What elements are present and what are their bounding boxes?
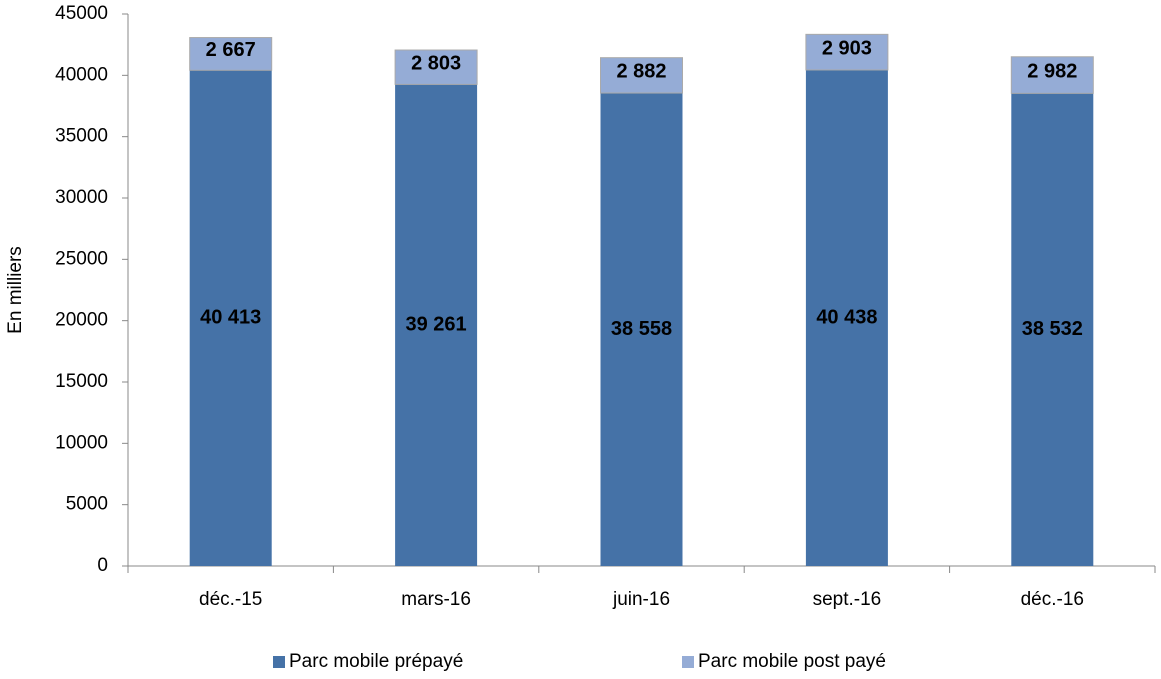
bar-segment — [805, 69, 888, 566]
x-tick-label: mars-16 — [401, 589, 471, 610]
y-tick-label: 0 — [97, 555, 108, 576]
bar-segment — [189, 70, 272, 566]
data-label: 2 803 — [411, 52, 461, 74]
y-tick-label: 45000 — [55, 3, 108, 24]
data-label: 38 532 — [1022, 318, 1083, 340]
y-tick-label: 5000 — [66, 494, 108, 515]
data-label: 2 667 — [206, 39, 256, 61]
legend-label: Parc mobile post payé — [698, 651, 886, 672]
data-label: 39 261 — [406, 313, 467, 335]
x-tick-label: déc.-16 — [1021, 589, 1084, 610]
bar-segment — [1011, 93, 1094, 567]
data-label: 40 438 — [816, 306, 877, 328]
legend-label: Parc mobile prépayé — [289, 651, 463, 672]
bar-segment — [1010, 56, 1094, 94]
y-tick-label: 40000 — [55, 64, 108, 85]
bar-segment — [395, 84, 478, 566]
data-label: 40 413 — [200, 306, 261, 328]
y-axis-label: En milliers — [5, 246, 26, 334]
data-label: 2 982 — [1027, 60, 1077, 82]
data-label: 2 903 — [822, 37, 872, 59]
x-tick-label: déc.-15 — [199, 589, 262, 610]
y-tick-label: 35000 — [55, 126, 108, 147]
y-tick-label: 10000 — [55, 432, 108, 453]
legend-swatch — [682, 656, 694, 668]
bar-segment — [189, 37, 273, 71]
y-tick-label: 30000 — [55, 187, 108, 208]
data-label: 38 558 — [611, 318, 672, 340]
x-tick-label: juin-16 — [612, 589, 670, 610]
bar-segment — [600, 93, 683, 567]
bar-segment — [600, 57, 683, 94]
legend-swatch — [273, 656, 285, 668]
y-tick-label: 20000 — [55, 310, 108, 331]
bar-segment — [805, 33, 889, 71]
y-tick-label: 25000 — [55, 248, 108, 269]
bar-segment — [394, 49, 478, 85]
data-label: 2 882 — [616, 61, 666, 83]
x-tick-label: sept.-16 — [813, 589, 882, 610]
y-tick-label: 15000 — [55, 371, 108, 392]
